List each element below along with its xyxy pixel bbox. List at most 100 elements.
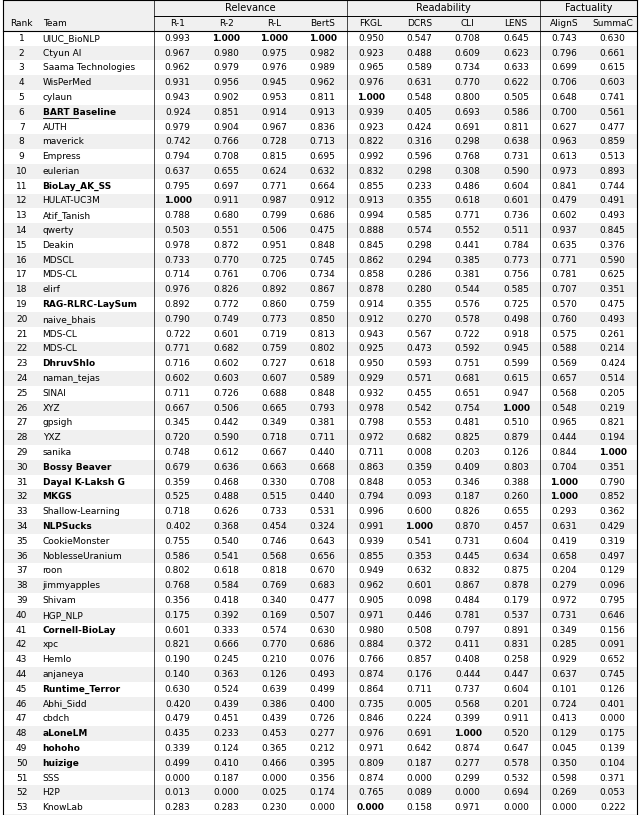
Text: 0.971: 0.971 [455, 803, 481, 812]
Text: 46: 46 [16, 699, 28, 708]
Text: 0.410: 0.410 [213, 759, 239, 768]
Text: 0.590: 0.590 [600, 256, 625, 265]
Text: 0.632: 0.632 [310, 167, 335, 176]
Bar [3, 75, 637, 90]
Text: 0.976: 0.976 [164, 285, 191, 294]
Text: 0.604: 0.604 [503, 685, 529, 694]
Text: 0.972: 0.972 [552, 596, 577, 605]
Text: 39: 39 [16, 596, 28, 605]
Text: 0.475: 0.475 [600, 300, 625, 309]
Text: DCRS: DCRS [407, 19, 432, 28]
Text: 0.722: 0.722 [165, 329, 191, 339]
Text: 0.924: 0.924 [165, 108, 191, 117]
Text: 0.224: 0.224 [406, 714, 432, 724]
Text: 0.851: 0.851 [213, 108, 239, 117]
Text: 0.795: 0.795 [600, 596, 625, 605]
Text: 0.602: 0.602 [213, 359, 239, 368]
Text: 51: 51 [16, 773, 28, 782]
Text: 0.800: 0.800 [455, 93, 481, 102]
Text: 0.993: 0.993 [164, 33, 191, 42]
Text: 0.931: 0.931 [164, 78, 191, 87]
Text: 0.376: 0.376 [600, 241, 625, 250]
Text: 0.746: 0.746 [262, 537, 287, 546]
Text: 0.454: 0.454 [262, 522, 287, 531]
Text: 0.809: 0.809 [358, 759, 384, 768]
Text: naman_tejas: naman_tejas [43, 374, 100, 383]
Text: 0.618: 0.618 [213, 566, 239, 575]
Text: 0.945: 0.945 [262, 78, 287, 87]
Text: 1.000: 1.000 [308, 33, 337, 42]
Text: 0.771: 0.771 [261, 182, 287, 191]
Text: 0.850: 0.850 [310, 315, 335, 324]
Bar [3, 430, 637, 445]
Text: AlignS: AlignS [550, 19, 579, 28]
Text: Relevance: Relevance [225, 3, 275, 13]
Text: 0.802: 0.802 [310, 345, 335, 354]
Text: 0.761: 0.761 [213, 271, 239, 280]
Text: 0.756: 0.756 [503, 271, 529, 280]
Text: MDSCL: MDSCL [43, 256, 74, 265]
Text: 0.440: 0.440 [310, 492, 335, 501]
Text: 0.401: 0.401 [600, 699, 625, 708]
Text: NLPSucks: NLPSucks [43, 522, 92, 531]
Text: Bossy Beaver: Bossy Beaver [43, 463, 111, 472]
Text: 0.867: 0.867 [310, 285, 335, 294]
Text: 0.664: 0.664 [310, 182, 335, 191]
Text: 0.362: 0.362 [600, 507, 625, 516]
Text: 0.637: 0.637 [164, 167, 191, 176]
Text: 0.505: 0.505 [503, 93, 529, 102]
Text: 49: 49 [16, 744, 28, 753]
Text: 0.878: 0.878 [503, 581, 529, 590]
Bar [3, 223, 637, 238]
Text: 0.836: 0.836 [310, 122, 335, 131]
Text: Saama Technologies: Saama Technologies [43, 64, 134, 73]
Text: 0.283: 0.283 [213, 803, 239, 812]
Text: 0.711: 0.711 [406, 685, 432, 694]
Text: 0.956: 0.956 [213, 78, 239, 87]
Text: gpsigh: gpsigh [43, 418, 73, 427]
Text: 0.575: 0.575 [552, 329, 577, 339]
Text: 0.781: 0.781 [552, 271, 577, 280]
Text: 0.176: 0.176 [406, 670, 432, 679]
Text: 0.515: 0.515 [261, 492, 287, 501]
Text: 0.797: 0.797 [455, 626, 481, 635]
Text: 0.691: 0.691 [455, 122, 481, 131]
Text: 0.499: 0.499 [165, 759, 191, 768]
Bar [3, 401, 637, 416]
Text: 0.479: 0.479 [552, 196, 577, 205]
Text: 0.351: 0.351 [600, 285, 625, 294]
Text: 0.386: 0.386 [261, 699, 287, 708]
Text: 0.888: 0.888 [358, 226, 384, 235]
Text: 0.637: 0.637 [552, 670, 577, 679]
Text: 0.598: 0.598 [552, 773, 577, 782]
Text: 0.552: 0.552 [455, 226, 481, 235]
Text: 0.351: 0.351 [600, 463, 625, 472]
Text: 0.967: 0.967 [164, 49, 191, 58]
Text: 0.991: 0.991 [358, 522, 384, 531]
Text: Ctyun AI: Ctyun AI [43, 49, 81, 58]
Text: 15: 15 [16, 241, 28, 250]
Text: 0.668: 0.668 [310, 463, 335, 472]
Text: 0.913: 0.913 [310, 108, 335, 117]
Text: 0.679: 0.679 [164, 463, 191, 472]
Text: 0.631: 0.631 [406, 78, 432, 87]
Text: 0.601: 0.601 [164, 626, 191, 635]
Text: 0.667: 0.667 [261, 448, 287, 457]
Text: 0.755: 0.755 [164, 537, 191, 546]
Text: 0.923: 0.923 [358, 122, 384, 131]
Text: 0.000: 0.000 [406, 773, 432, 782]
Text: 0.975: 0.975 [261, 49, 287, 58]
Text: 0.506: 0.506 [261, 226, 287, 235]
Text: 0.346: 0.346 [455, 478, 481, 487]
Text: 0.631: 0.631 [552, 522, 577, 531]
Text: 1.000: 1.000 [164, 196, 192, 205]
Text: 0.457: 0.457 [503, 522, 529, 531]
Text: 16: 16 [16, 256, 28, 265]
Text: 0.647: 0.647 [503, 744, 529, 753]
Text: 0.769: 0.769 [261, 581, 287, 590]
Text: 0.891: 0.891 [503, 626, 529, 635]
Text: 0.864: 0.864 [358, 685, 384, 694]
Text: cbdch: cbdch [43, 714, 70, 724]
Text: SummaC: SummaC [592, 19, 633, 28]
Text: 0.728: 0.728 [262, 137, 287, 147]
